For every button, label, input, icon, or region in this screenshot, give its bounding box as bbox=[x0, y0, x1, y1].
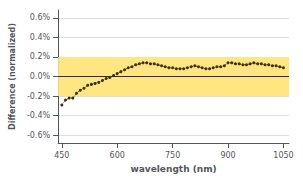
svg-text:750: 750 bbox=[165, 151, 180, 160]
svg-text:-0.4%: -0.4% bbox=[27, 111, 51, 120]
svg-text:0.6%: 0.6% bbox=[30, 13, 51, 22]
svg-text:0.4%: 0.4% bbox=[30, 33, 51, 42]
svg-text:0.2%: 0.2% bbox=[30, 52, 51, 61]
svg-text:0.0%: 0.0% bbox=[30, 72, 51, 81]
svg-text:Difference (normalized): Difference (normalized) bbox=[8, 23, 17, 130]
svg-text:-0.2%: -0.2% bbox=[27, 92, 51, 101]
svg-text:900: 900 bbox=[220, 151, 235, 160]
svg-text:-0.6%: -0.6% bbox=[27, 131, 51, 140]
svg-text:600: 600 bbox=[110, 151, 125, 160]
svg-text:450: 450 bbox=[54, 151, 69, 160]
svg-text:wavelength (nm): wavelength (nm) bbox=[130, 164, 216, 174]
svg-text:1050: 1050 bbox=[273, 151, 293, 160]
